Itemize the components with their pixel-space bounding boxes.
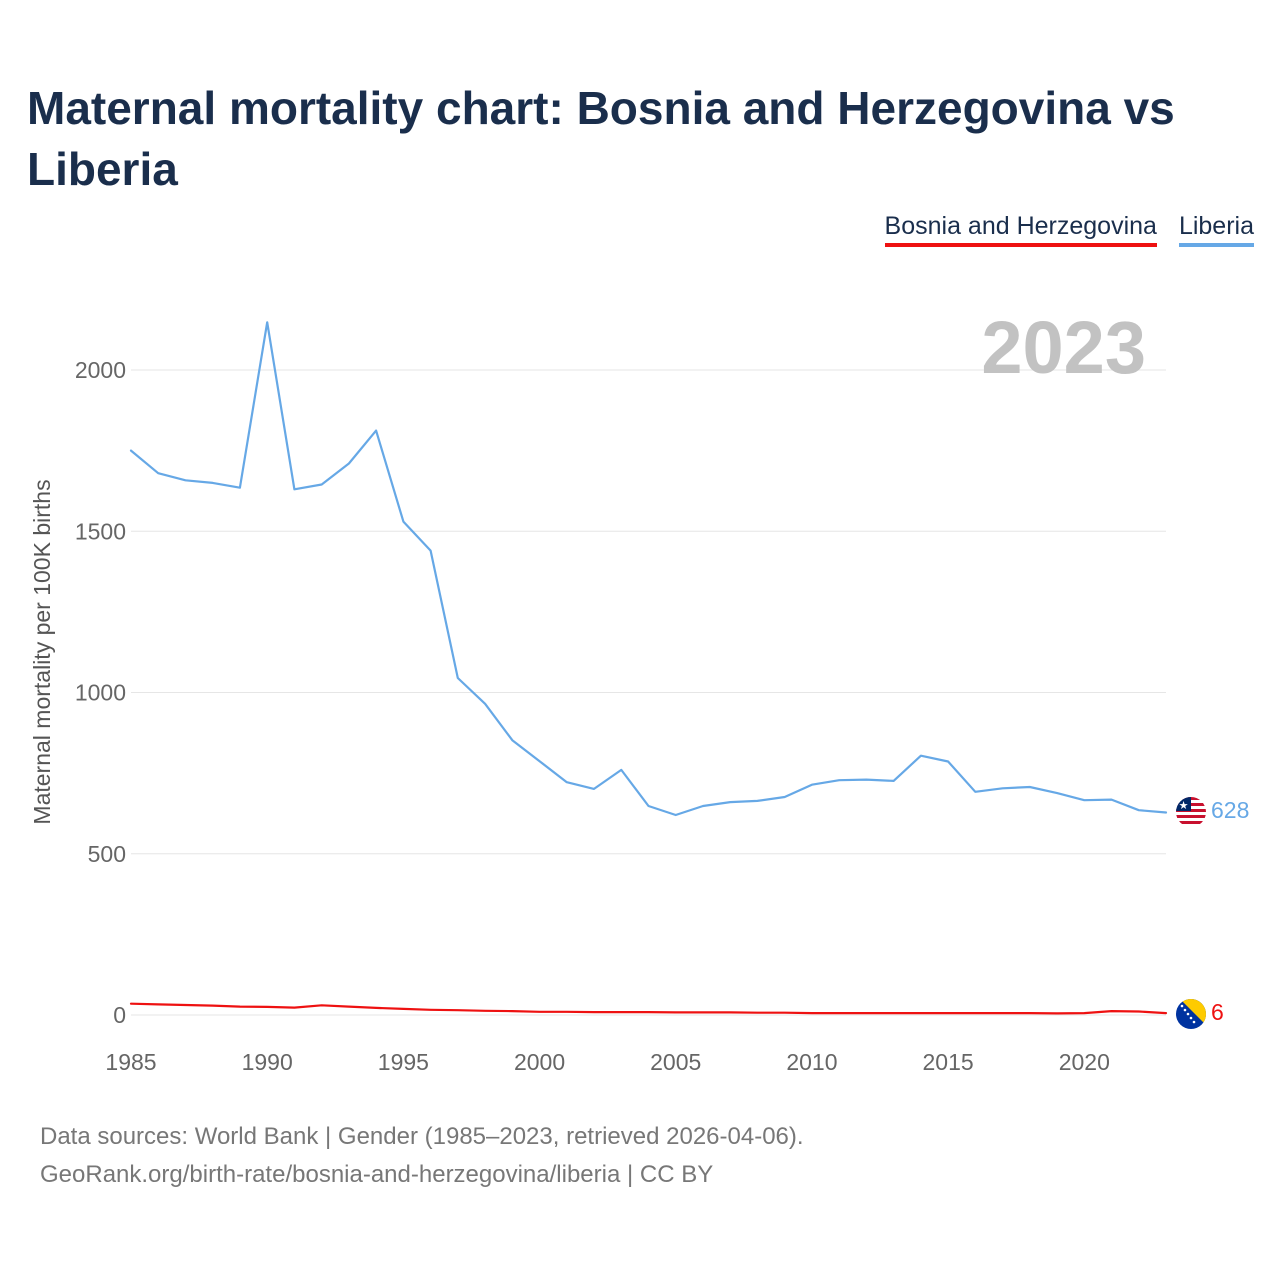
year-label: 2023 — [981, 306, 1146, 389]
legend-item-liberia[interactable]: Liberia — [1178, 212, 1254, 247]
y-axis-title: Maternal mortality per 100K births — [29, 479, 55, 824]
end-label-liberia: 628 — [1211, 797, 1249, 823]
legend: Bosnia and Herzegovina Liberia — [884, 212, 1254, 247]
x-tick-label: 1990 — [242, 1049, 293, 1075]
end-label-bosnia-and-herzegovina: 6 — [1211, 999, 1224, 1025]
series-line-liberia — [129, 321, 1168, 817]
page-title: Maternal mortality chart: Bosnia and Her… — [27, 82, 1175, 195]
y-tick-label: 0 — [113, 1002, 126, 1028]
y-tick-label: 1500 — [75, 518, 126, 544]
y-tick-label: 500 — [88, 841, 126, 867]
x-tick-label: 1995 — [378, 1049, 429, 1075]
y-tick-label: 2000 — [75, 357, 126, 383]
y-axis-ticks: 0 500 1000 1500 2000 — [75, 357, 126, 1028]
svg-text:★: ★ — [1179, 800, 1189, 812]
x-tick-label: 1985 — [105, 1049, 156, 1075]
source-line-2: GeoRank.org/birth-rate/bosnia-and-herzeg… — [40, 1161, 714, 1188]
x-tick-label: 2010 — [786, 1049, 837, 1075]
gridlines — [131, 369, 1166, 1016]
x-tick-label: 2015 — [923, 1049, 974, 1075]
series-layer — [129, 321, 1168, 1015]
bosnia-flag-icon — [1176, 999, 1206, 1029]
source-line-1: Data sources: World Bank | Gender (1985–… — [40, 1123, 804, 1150]
source-note: Data sources: World Bank | Gender (1985–… — [40, 1118, 804, 1194]
y-tick-label: 1000 — [75, 680, 126, 706]
liberia-flag-icon: ★ — [1176, 797, 1206, 827]
series-line-bosnia-and-herzegovina — [129, 1002, 1168, 1015]
line-chart: 0 500 1000 1500 2000 1985 1990 1995 2000 2005 201… — [29, 306, 1249, 1075]
x-tick-label: 2000 — [514, 1049, 565, 1075]
legend-item-bosnia-and-herzegovina[interactable]: Bosnia and Herzegovina — [884, 212, 1157, 247]
x-tick-label: 2020 — [1059, 1049, 1110, 1075]
x-axis-ticks: 1985 1990 1995 2000 2005 2010 2015 2020 — [105, 1049, 1109, 1075]
x-tick-label: 2005 — [650, 1049, 701, 1075]
